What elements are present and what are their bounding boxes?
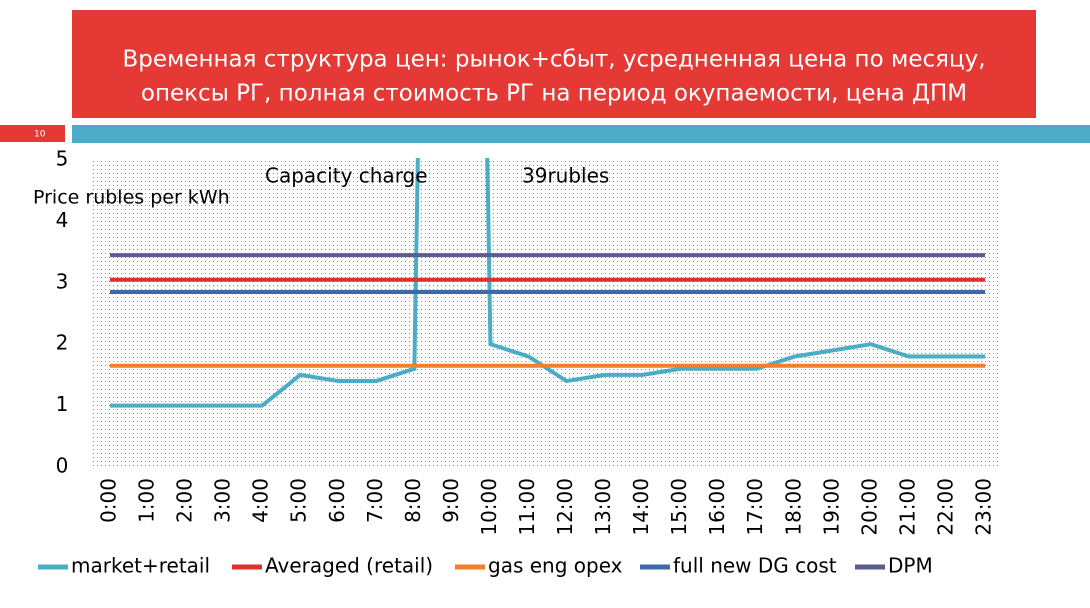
legend-label: gas eng opex: [488, 554, 623, 578]
x-tick-label: 0:00: [97, 478, 121, 523]
x-tick-label: 22:00: [933, 478, 957, 536]
plot: [110, 158, 985, 408]
x-tick-label: 8:00: [401, 478, 425, 523]
y-tick-label: 4: [56, 208, 69, 232]
x-tick-label: 17:00: [743, 478, 767, 536]
x-tick-label: 20:00: [857, 478, 881, 536]
legend-label: DPM: [888, 554, 933, 578]
x-tick-label: 7:00: [363, 478, 387, 523]
title-banner: [72, 10, 1036, 118]
y-tick-label: 5: [56, 147, 69, 171]
y-tick-label: 0: [56, 454, 69, 478]
x-tick-label: 6:00: [325, 478, 349, 523]
x-tick-label: 18:00: [781, 478, 805, 536]
y-tick-label: 3: [56, 269, 69, 293]
number-bar: [0, 125, 65, 142]
series-line: [110, 158, 985, 408]
x-tick-label: 16:00: [705, 478, 729, 536]
annotation: Capacity charge: [265, 164, 428, 188]
legend-label: Averaged (retail): [265, 554, 433, 578]
x-tick-label: 2:00: [173, 478, 197, 523]
y-tick-label: 2: [56, 331, 69, 355]
y-axis-label: Price rubles per kWh: [33, 187, 230, 209]
x-tick-label: 9:00: [439, 478, 463, 523]
x-tick-label: 4:00: [249, 478, 273, 523]
annotation: 39rubles: [522, 164, 609, 188]
slide-title: опексы РГ, полная стоимость РГ на период…: [141, 81, 967, 107]
x-tick-label: 13:00: [591, 478, 615, 536]
slide-number: 10: [34, 130, 46, 140]
x-tick-label: 11:00: [515, 478, 539, 536]
x-tick-label: 1:00: [135, 478, 159, 523]
plot-area: [92, 158, 1000, 467]
legend-label: full new DG cost: [673, 554, 837, 578]
x-tick-label: 14:00: [629, 478, 653, 536]
x-tick-label: 10:00: [477, 478, 501, 536]
x-tick-label: 12:00: [553, 478, 577, 536]
legend-label: market+retail: [71, 554, 210, 578]
x-tick-label: 19:00: [819, 478, 843, 536]
x-tick-label: 21:00: [895, 478, 919, 536]
x-tick-label: 5:00: [287, 478, 311, 523]
x-tick-label: 15:00: [667, 478, 691, 536]
x-tick-label: 23:00: [972, 478, 996, 536]
slide-title: Временная структура цен: рынок+сбыт, уср…: [122, 47, 985, 73]
x-tick-label: 3:00: [211, 478, 235, 523]
y-tick-label: 1: [56, 392, 69, 416]
accent-bar: [72, 125, 1090, 143]
